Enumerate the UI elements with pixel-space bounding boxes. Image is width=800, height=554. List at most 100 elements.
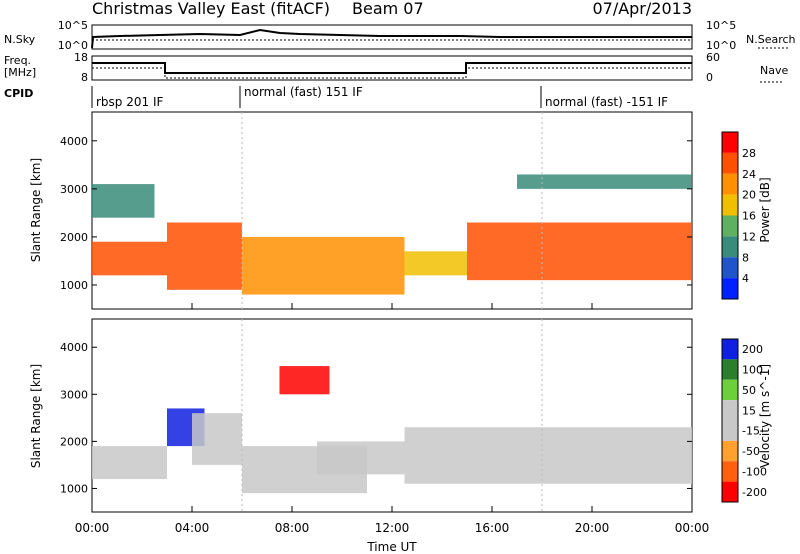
power-band-0 — [92, 241, 167, 276]
power-colorbar-cell-6 — [722, 257, 738, 279]
velocity-colorbar-tick-4: -15 — [742, 425, 760, 438]
velocity-panel: 1000 2000 3000 4000 Slant Range [km] 200 100… — [29, 318, 772, 513]
power-colorbar-frame — [721, 131, 739, 300]
freq-tick-bottom: 8 — [81, 71, 88, 84]
velocity-band-6 — [404, 427, 692, 484]
x-tick-label-5: 20:00 — [575, 521, 610, 535]
nave-tick-top: 60 — [706, 51, 720, 64]
power-colorbar-cell-5 — [722, 236, 738, 258]
power-colorbar-label: Power [dB] — [758, 177, 772, 242]
power-colorbar: 28 24 20 16 12 8 4 — [721, 131, 756, 300]
power-colorbar-cell-4 — [722, 215, 738, 237]
velocity-colorbar-cell-0 — [722, 339, 738, 360]
station-title: Christmas Valley East (fitACF) — [92, 0, 330, 18]
velocity-y-tick-label-2: 3000 — [60, 388, 88, 401]
velocity-colorbar-cell-4 — [722, 420, 738, 441]
cpid-panel: CPID rbsp 201 IF normal (fast) 151 IF no… — [4, 85, 668, 109]
velocity-y-ticks: 1000 2000 3000 4000 — [60, 341, 692, 495]
velocity-band-4 — [317, 441, 405, 475]
power-colorbar-cell-0 — [722, 132, 738, 153]
velocity-bands — [92, 319, 692, 512]
cpid-label: CPID — [4, 87, 33, 100]
power-colorbar-tick-3: 16 — [742, 210, 756, 223]
nsearch-label: N.Search — [746, 33, 796, 46]
velocity-colorbar-tick-0: 200 — [742, 343, 763, 356]
velocity-y-tick-label-3: 4000 — [60, 341, 88, 354]
velocity-colorbar-cell-3 — [722, 400, 738, 421]
velocity-colorbar-cell-7 — [722, 481, 738, 502]
power-colorbar-tick-6: 4 — [742, 272, 749, 285]
x-tick-label-2: 08:00 — [275, 521, 310, 535]
nave-trace — [92, 67, 692, 79]
velocity-y-tick-label-0: 1000 — [60, 482, 88, 495]
cpid-segment-3: normal (fast) -151 IF — [545, 95, 668, 109]
power-colorbar-tick-4: 12 — [742, 230, 756, 243]
power-band-3 — [242, 236, 405, 295]
freq-label-top: Freq. — [4, 54, 31, 67]
freq-tick-top: 18 — [74, 51, 88, 64]
velocity-colorbar-tick-5: -50 — [742, 445, 760, 458]
x-tick-label-4: 16:00 — [475, 521, 510, 535]
velocity-colorbar-label: Velocity [m s^-1] — [758, 364, 772, 468]
x-tick-label-6: 00:00 — [675, 521, 710, 535]
freq-trace — [92, 62, 692, 74]
velocity-colorbar-tick-1: 100 — [742, 364, 763, 377]
velocity-colorbar-tick-2: 50 — [742, 384, 756, 397]
cpid-segment-1: rbsp 201 IF — [96, 95, 163, 109]
nsky-trace — [91, 28, 692, 49]
power-colorbar-tick-1: 24 — [742, 168, 756, 181]
x-tick-label-0: 00:00 — [75, 521, 110, 535]
power-band-5 — [467, 222, 692, 281]
power-y-tick-label-3: 4000 — [60, 135, 88, 148]
beam-label: Beam 07 — [352, 0, 424, 18]
velocity-colorbar-tick-6: -100 — [742, 465, 767, 478]
power-y-tick-label-0: 1000 — [60, 279, 88, 292]
nsearch-tick-top: 10^5 — [706, 19, 736, 32]
power-colorbar-cell-7 — [722, 278, 738, 299]
cpid-segment-2: normal (fast) 151 IF — [244, 85, 363, 99]
power-colorbar-tick-2: 20 — [742, 189, 756, 202]
date-label: 07/Apr/2013 — [592, 0, 692, 18]
freq-panel: Freq. [MHz] 18 8 60 0 Nave — [4, 51, 788, 84]
power-bands — [92, 112, 692, 309]
nsky-panel: N.Sky 10^5 10^0 10^5 10^0 N.Search — [4, 19, 796, 52]
velocity-band-5 — [279, 366, 330, 395]
power-y-axis-label: Slant Range [km] — [29, 158, 43, 262]
velocity-colorbar-cell-1 — [722, 359, 738, 380]
nsky-tick-top: 10^5 — [58, 19, 88, 32]
velocity-band-0 — [92, 446, 167, 480]
velocity-colorbar: 200 100 50 15 -15 -50 -100 -200 — [721, 338, 767, 503]
power-band-1 — [92, 184, 155, 218]
velocity-colorbar-tick-7: -200 — [742, 486, 767, 499]
power-panel: 1000 2000 3000 4000 Slant Range [km] 28 24 20… — [29, 111, 772, 310]
velocity-y-tick-label-1: 2000 — [60, 435, 88, 448]
x-tick-label-1: 04:00 — [175, 521, 210, 535]
power-band-4 — [404, 251, 467, 276]
velocity-colorbar-frame — [721, 338, 739, 503]
power-y-tick-label-1: 2000 — [60, 231, 88, 244]
velocity-y-axis-label: Slant Range [km] — [29, 364, 43, 468]
power-y-tick-label-2: 3000 — [60, 183, 88, 196]
power-colorbar-cell-1 — [722, 152, 738, 174]
power-colorbar-tick-5: 8 — [742, 251, 749, 264]
velocity-colorbar-cell-6 — [722, 461, 738, 482]
nave-tick-bottom: 0 — [706, 71, 713, 84]
power-band-2 — [167, 222, 242, 290]
x-tick-label-3: 12:00 — [375, 521, 410, 535]
velocity-band-2 — [192, 413, 242, 465]
nsky-label: N.Sky — [4, 33, 36, 46]
power-colorbar-cell-3 — [722, 194, 738, 216]
power-colorbar-tick-0: 28 — [742, 147, 756, 160]
nsearch-tick-bottom: 10^0 — [706, 39, 736, 52]
time-axis-ticks: 00:00 04:00 08:00 12:00 16:00 20:00 00:00 — [75, 303, 710, 535]
velocity-colorbar-cell-5 — [722, 440, 738, 462]
time-axis-label: Time UT — [366, 540, 417, 554]
freq-label-bottom: [MHz] — [4, 66, 36, 79]
velocity-colorbar-cell-2 — [722, 379, 738, 401]
nsky-tick-bottom: 10^0 — [58, 39, 88, 52]
velocity-colorbar-tick-3: 15 — [742, 404, 756, 417]
power-y-ticks: 1000 2000 3000 4000 — [60, 135, 692, 292]
nave-label: Nave — [760, 64, 788, 77]
power-band-6 — [517, 174, 692, 189]
